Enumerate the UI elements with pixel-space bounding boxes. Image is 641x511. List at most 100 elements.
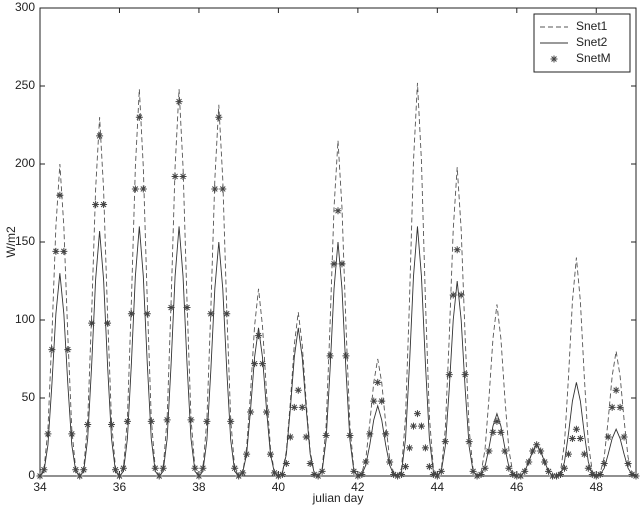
marker: [259, 360, 267, 368]
marker: [529, 447, 537, 455]
marker: [139, 185, 147, 193]
marker: [40, 466, 48, 474]
marker: [564, 450, 572, 458]
legend-label: Snet1: [576, 19, 608, 33]
y-tick-label: 150: [15, 234, 35, 248]
marker: [72, 466, 80, 474]
marker: [195, 472, 203, 480]
x-tick-label: 38: [192, 480, 206, 494]
x-axis-label: julian day: [312, 491, 364, 505]
marker: [549, 472, 557, 480]
legend-label: SnetM: [576, 51, 611, 65]
marker: [560, 464, 568, 472]
marker: [207, 310, 215, 318]
marker: [541, 458, 549, 466]
marker: [600, 460, 608, 468]
marker: [290, 403, 298, 411]
y-tick-label: 250: [15, 78, 35, 92]
marker: [64, 346, 72, 354]
marker: [449, 291, 457, 299]
marker: [354, 472, 362, 480]
marker: [330, 260, 338, 268]
marker: [612, 386, 620, 394]
marker: [36, 472, 44, 480]
marker: [175, 98, 183, 106]
marker: [485, 447, 493, 455]
marker: [274, 472, 282, 480]
marker: [338, 260, 346, 268]
marker: [481, 464, 489, 472]
marker: [151, 464, 159, 472]
y-tick-label: 100: [15, 312, 35, 326]
marker: [251, 360, 259, 368]
marker: [262, 408, 270, 416]
legend-label: Snet2: [576, 35, 608, 49]
marker: [473, 472, 481, 480]
marker: [215, 113, 223, 121]
marker: [199, 464, 207, 472]
marker: [533, 441, 541, 449]
marker: [171, 172, 179, 180]
marker: [584, 464, 592, 472]
y-tick-label: 50: [22, 390, 36, 404]
marker: [624, 460, 632, 468]
marker: [266, 450, 274, 458]
marker: [111, 466, 119, 474]
x-tick-label: 46: [510, 480, 524, 494]
marker: [80, 466, 88, 474]
marker: [342, 352, 350, 360]
marker: [314, 472, 322, 480]
marker: [235, 472, 243, 480]
marker: [580, 450, 588, 458]
marker: [159, 464, 167, 472]
marker: [576, 435, 584, 443]
marker: [48, 346, 56, 354]
marker: [421, 444, 429, 452]
marker: [417, 422, 425, 430]
marker: [350, 467, 358, 475]
marker: [390, 470, 398, 478]
marker: [413, 410, 421, 418]
marker: [632, 472, 640, 480]
marker: [394, 472, 402, 480]
marker: [517, 472, 525, 480]
marker: [155, 472, 163, 480]
marker: [179, 172, 187, 180]
marker: [374, 378, 382, 386]
marker: [628, 470, 636, 478]
marker: [588, 470, 596, 478]
marker: [366, 430, 374, 438]
marker: [255, 332, 263, 340]
marker: [60, 247, 68, 255]
x-tick-label: 44: [431, 480, 445, 494]
marker: [183, 304, 191, 312]
marker: [88, 319, 96, 327]
marker: [334, 207, 342, 215]
legend-marker: [550, 55, 558, 63]
marker: [370, 397, 378, 405]
marker: [191, 464, 199, 472]
marker: [100, 201, 108, 209]
y-tick-label: 200: [15, 156, 35, 170]
marker: [322, 431, 330, 439]
marker: [282, 460, 290, 468]
marker: [135, 113, 143, 121]
marker: [620, 433, 628, 441]
marker: [231, 464, 239, 472]
marker: [362, 458, 370, 466]
marker: [572, 425, 580, 433]
marker: [306, 460, 314, 468]
x-tick-label: 40: [272, 480, 286, 494]
marker: [477, 470, 485, 478]
marker: [553, 472, 561, 480]
marker: [406, 444, 414, 452]
marker: [592, 472, 600, 480]
marker: [568, 435, 576, 443]
marker: [509, 470, 517, 478]
marker: [453, 246, 461, 254]
marker: [429, 470, 437, 478]
marker: [358, 470, 366, 478]
marker: [203, 417, 211, 425]
marker: [382, 430, 390, 438]
